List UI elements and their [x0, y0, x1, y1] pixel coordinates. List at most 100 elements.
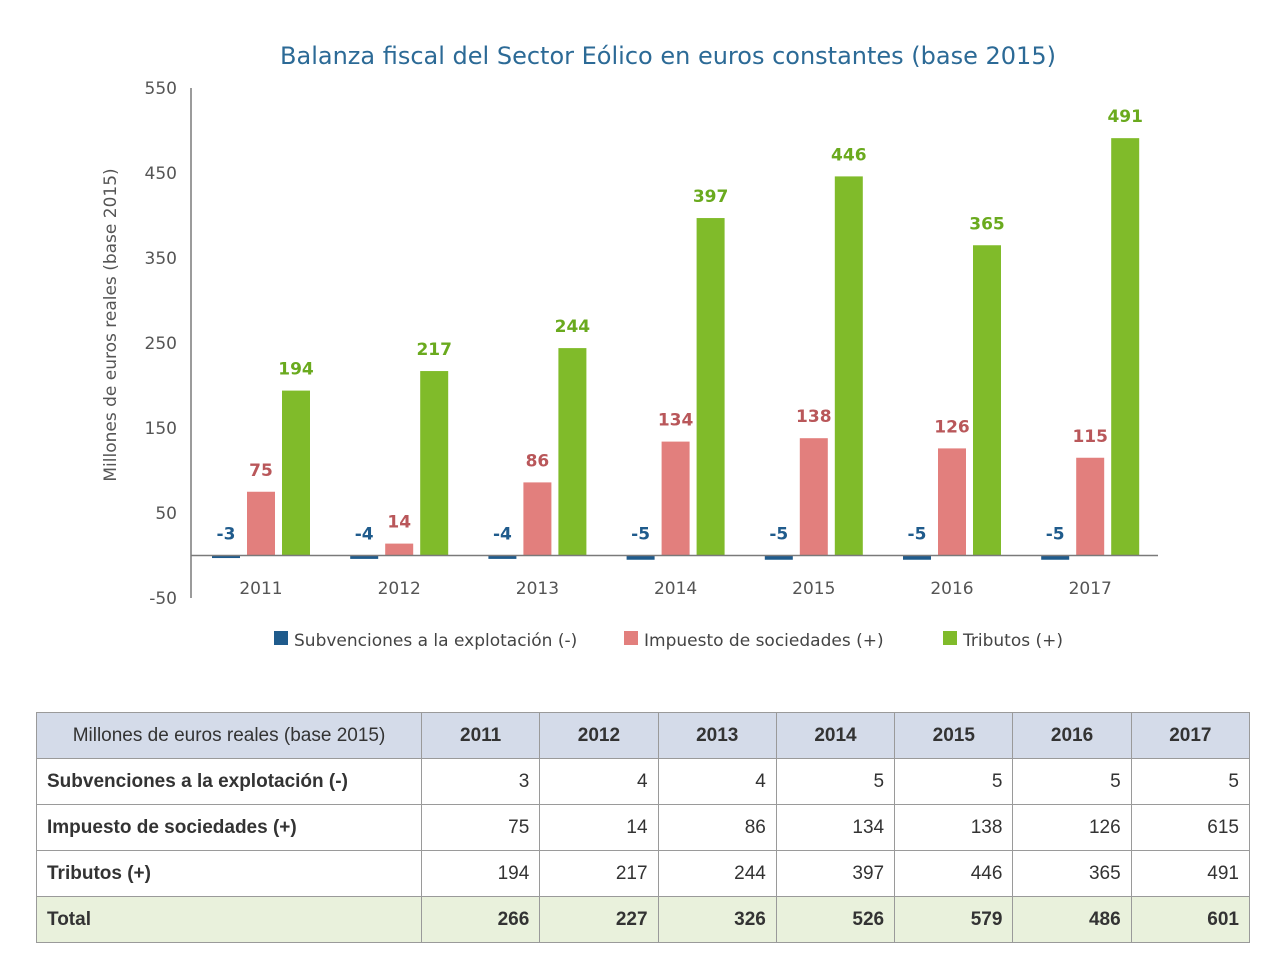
y-tick-label: 250	[145, 334, 177, 354]
legend-label: Impuesto de sociedades (+)	[644, 631, 884, 651]
y-tick-label: -50	[149, 589, 177, 609]
table-cell: 194	[420, 850, 541, 897]
y-tick-label: 50	[155, 504, 177, 524]
table-header-cell: 2014	[775, 712, 896, 759]
data-label: -4	[355, 525, 374, 545]
bar	[696, 218, 725, 556]
data-label: -5	[908, 525, 927, 545]
data-table: Millones de euros reales (base 2015) 201…	[36, 712, 1251, 943]
data-label: -5	[1046, 525, 1065, 545]
x-tick-label: 2015	[792, 579, 835, 599]
legend-swatch	[624, 631, 638, 645]
bar	[834, 176, 863, 556]
table-cell: 4	[539, 758, 659, 805]
bar	[385, 543, 414, 556]
y-tick-label: 550	[145, 79, 177, 99]
table-cell: 365	[1012, 850, 1132, 897]
y-axis-label: Millones de euros reales (base 2015)	[101, 168, 121, 481]
data-label: 397	[693, 187, 729, 207]
table-header-cell: 2011	[420, 712, 541, 759]
table-cell: 5	[775, 758, 896, 805]
table-cell: 397	[775, 850, 896, 897]
chart-title: Balanza fiscal del Sector Eólico en euro…	[280, 42, 1056, 70]
table-cell: 491	[1130, 850, 1251, 897]
bar	[1076, 457, 1105, 556]
y-tick-label: 350	[145, 249, 177, 269]
data-label: 86	[526, 451, 550, 471]
table-cell: 446	[894, 850, 1014, 897]
bar	[799, 438, 828, 556]
legend-label: Tributos (+)	[962, 631, 1063, 651]
table-row-label: Impuesto de sociedades (+)	[36, 804, 422, 851]
x-tick-label: 2014	[654, 579, 697, 599]
table-cell: 5	[1012, 758, 1132, 805]
table-cell: 217	[539, 850, 659, 897]
legend-label: Subvenciones a la explotación (-)	[294, 631, 577, 651]
table-cell: 75	[420, 804, 541, 851]
bar	[282, 390, 310, 556]
table-cell: 326	[657, 896, 777, 943]
table-total-row: Total 266 227 326 526 579 486 601	[36, 896, 1251, 943]
bar	[626, 555, 655, 560]
x-tick-label: 2013	[516, 579, 559, 599]
x-tick-label: 2016	[930, 579, 973, 599]
data-label: 14	[387, 513, 411, 533]
y-tick-label: 150	[145, 419, 177, 439]
bar	[973, 245, 1001, 556]
data-label: 126	[934, 417, 970, 437]
table-row: Tributos (+) 194 217 244 397 446 365 491	[36, 850, 1251, 897]
table-header-cell: 2017	[1130, 712, 1251, 759]
data-label: 75	[249, 461, 273, 481]
table-row-label: Subvenciones a la explotación (-)	[36, 758, 422, 805]
table-cell: 5	[894, 758, 1014, 805]
y-ticks: 550 450 350 250 150 50 -50	[145, 79, 177, 609]
table-cell: 4	[657, 758, 777, 805]
table-cell: 138	[894, 804, 1014, 851]
bars: -3 75 194 -4 14 217 -4 86 244 -5 134 397 -5 138 446 -5 1…	[212, 107, 1143, 560]
table-row: Subvenciones a la explotación (-) 3 4 4 …	[36, 758, 1251, 805]
data-label: 138	[796, 407, 832, 427]
data-label: -5	[631, 525, 650, 545]
bar	[1041, 555, 1070, 560]
data-label: 194	[278, 360, 314, 380]
bar	[212, 555, 240, 559]
x-ticks: 2011 2012 2013 2014 2015 2016 2017	[239, 579, 1111, 599]
table-header-cell: 2012	[539, 712, 659, 759]
bar	[938, 448, 966, 556]
bar	[661, 441, 690, 556]
legend-swatch	[274, 631, 288, 645]
table-header-cell: 2016	[1012, 712, 1132, 759]
table-row: Impuesto de sociedades (+) 75 14 86 134 …	[36, 804, 1251, 851]
bar	[903, 555, 931, 560]
data-label: 365	[969, 214, 1005, 234]
x-tick-label: 2017	[1069, 579, 1112, 599]
data-label: -4	[493, 525, 512, 545]
table-cell: 526	[775, 896, 896, 943]
table-cell: 579	[894, 896, 1014, 943]
table-cell: 14	[539, 804, 659, 851]
table-cell: 244	[657, 850, 777, 897]
data-label: 491	[1107, 107, 1143, 127]
table-cell: 227	[539, 896, 659, 943]
data-label: 115	[1072, 427, 1108, 447]
table-cell: 615	[1130, 804, 1251, 851]
bar	[764, 555, 793, 560]
table-cell: 266	[420, 896, 541, 943]
table-row-label: Total	[36, 896, 422, 943]
table-cell: 134	[775, 804, 896, 851]
table-cell: 5	[1130, 758, 1251, 805]
table-cell: 3	[420, 758, 541, 805]
chart: Balanza fiscal del Sector Eólico en euro…	[101, 42, 1158, 651]
y-tick-label: 450	[145, 164, 177, 184]
bar	[247, 491, 275, 556]
bar	[523, 482, 552, 556]
data-label: -3	[217, 525, 236, 545]
data-label: -5	[769, 525, 788, 545]
bar	[420, 371, 449, 556]
data-label: 134	[658, 411, 694, 431]
x-tick-label: 2012	[378, 579, 421, 599]
bar	[558, 348, 587, 556]
data-label: 446	[831, 145, 867, 165]
table-row-label: Tributos (+)	[36, 850, 422, 897]
table-header-cell: 2013	[657, 712, 777, 759]
